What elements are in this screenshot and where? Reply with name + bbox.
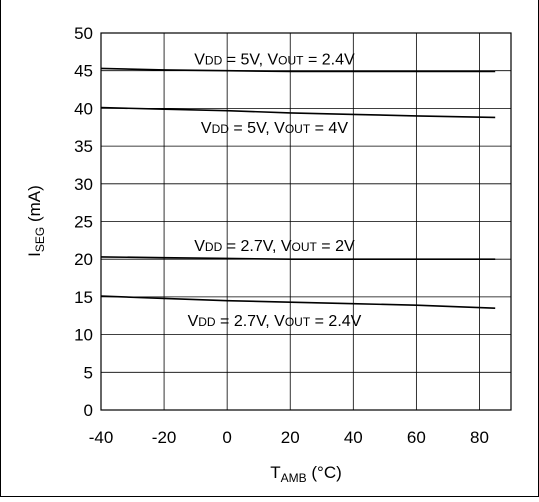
series-label-text: = 2.4V xyxy=(310,313,361,330)
series-label-sub: OUT xyxy=(285,122,311,136)
x-tick-label: 20 xyxy=(281,428,300,447)
y-tick-label: 35 xyxy=(74,137,93,156)
y-tick-label: 50 xyxy=(74,24,93,43)
x-tick-label: 60 xyxy=(407,428,426,447)
series-line xyxy=(100,256,496,261)
tick-layer: -40 -20 0 20 40 60 80 0 5 10 15 20 25 30 35 40 45 50 xyxy=(74,24,489,447)
series-label-text: V xyxy=(201,120,212,137)
series-label-sub: OUT xyxy=(278,53,304,67)
series-label-text: = 2.7V, V xyxy=(222,238,292,255)
x-axis-label-main: T xyxy=(270,463,280,482)
series-label: VDD = 2.7V, VOUT = 2V xyxy=(194,238,355,255)
series-label-sub: DD xyxy=(198,315,216,329)
x-tick-label: 80 xyxy=(470,428,489,447)
series-label: VDD = 5V, VOUT = 2.4V xyxy=(194,51,355,68)
x-tick-label: 0 xyxy=(222,428,231,447)
series-label-sub: DD xyxy=(205,53,223,67)
series-label-sub: DD xyxy=(205,240,223,254)
y-tick-label: 20 xyxy=(74,250,93,269)
x-axis-label-sub: AMB xyxy=(281,471,307,485)
series-label-text: = 2V xyxy=(317,238,355,255)
series-label-sub: OUT xyxy=(285,315,311,329)
x-axis-label-unit: (°C) xyxy=(307,463,342,482)
series-label-sub: OUT xyxy=(292,240,318,254)
series-label-text: = 2.7V, V xyxy=(216,313,286,330)
series-layer xyxy=(100,67,496,309)
series-label-text: = 4V xyxy=(310,120,348,137)
y-tick-label: 45 xyxy=(74,62,93,81)
series-label-text: = 5V, V xyxy=(222,51,278,68)
series-label-text: V xyxy=(188,313,199,330)
series-label-text: V xyxy=(194,238,205,255)
grid-layer xyxy=(100,32,511,411)
x-tick-label: -40 xyxy=(89,428,114,447)
series-line xyxy=(100,295,496,309)
y-tick-label: 0 xyxy=(84,401,93,420)
y-tick-label: 30 xyxy=(74,175,93,194)
series-label: VDD = 5V, VOUT = 4V xyxy=(201,120,348,137)
y-axis-label-main: I xyxy=(25,252,44,257)
series-label-text: V xyxy=(194,51,205,68)
x-tick-label: 40 xyxy=(344,428,363,447)
y-axis-label: ISEG (mA) xyxy=(25,185,47,257)
series-label-text: = 2.4V xyxy=(304,51,355,68)
series-label: VDD = 2.7V, VOUT = 2.4V xyxy=(188,313,362,330)
series-label-text: = 5V, V xyxy=(229,120,285,137)
y-tick-label: 5 xyxy=(84,363,93,382)
plot-area-border xyxy=(100,32,512,411)
x-tick-label: -20 xyxy=(152,428,177,447)
y-tick-label: 10 xyxy=(74,326,93,345)
series-line xyxy=(100,106,496,119)
y-axis-label-unit: (mA) xyxy=(25,185,44,227)
y-tick-label: 15 xyxy=(74,288,93,307)
series-line xyxy=(100,67,496,73)
y-tick-label: 40 xyxy=(74,99,93,118)
series-label-sub: DD xyxy=(212,122,230,136)
x-axis-label: TAMB (°C) xyxy=(270,463,342,485)
y-axis-label-sub: SEG xyxy=(33,227,47,252)
y-tick-label: 25 xyxy=(74,213,93,232)
